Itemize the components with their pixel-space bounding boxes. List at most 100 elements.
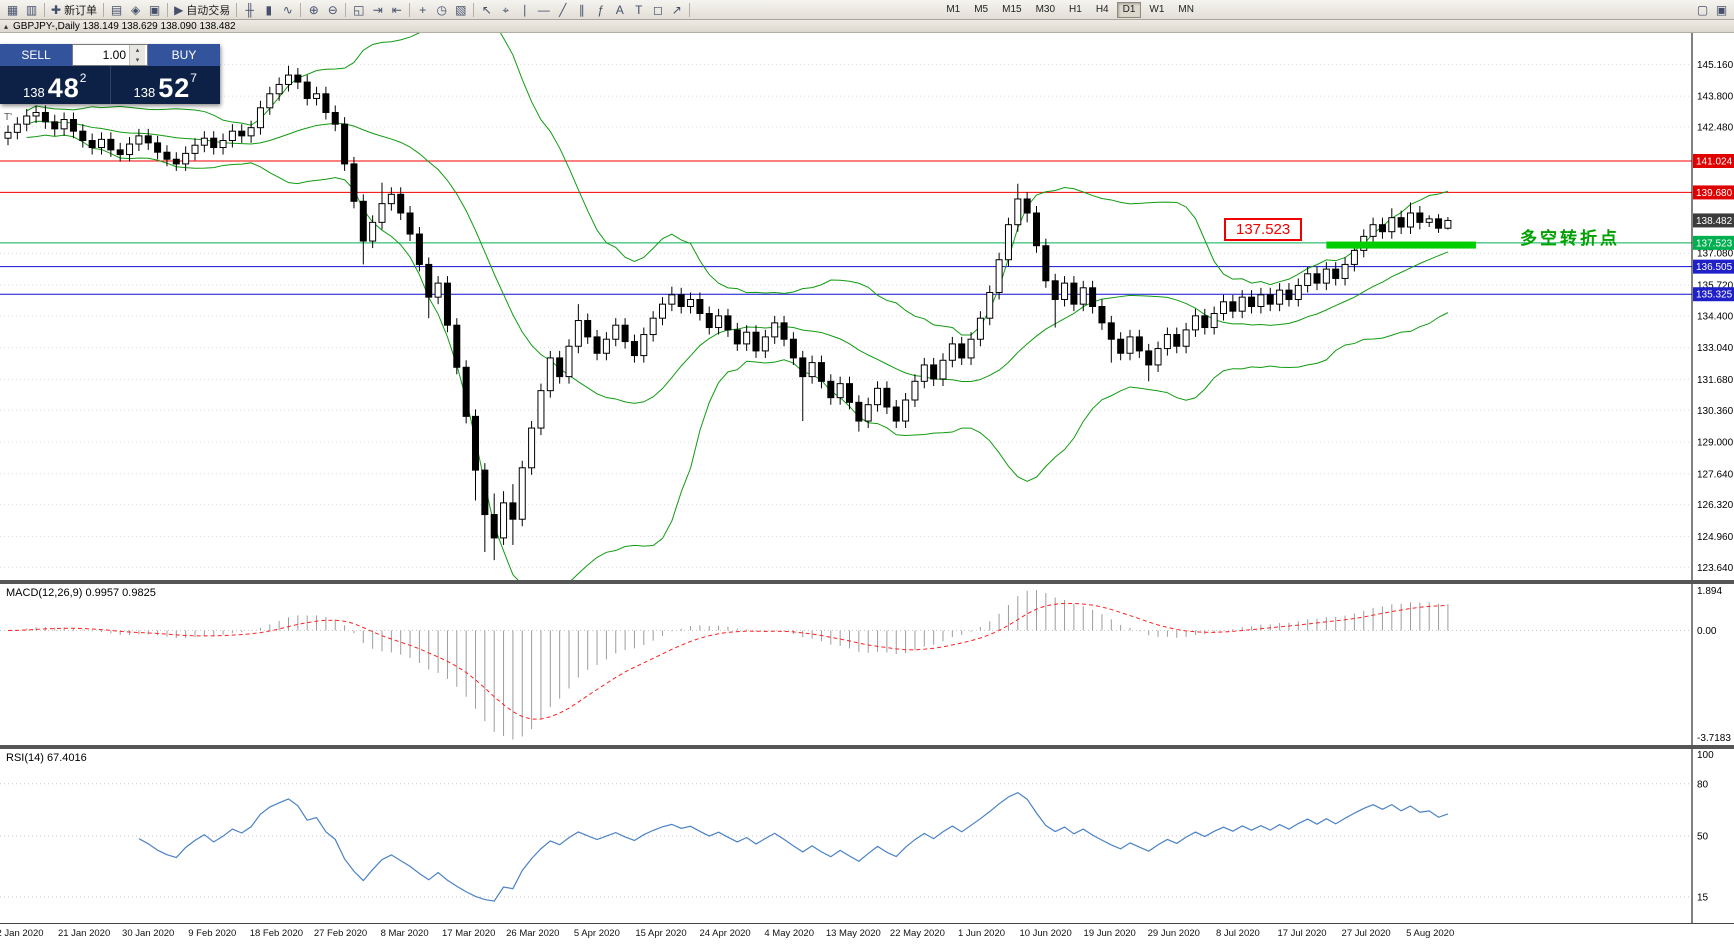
line-chart-icon[interactable]: ∿ — [278, 1, 297, 18]
panel-splitter[interactable] — [0, 745, 1734, 749]
new-window-icon[interactable]: ▢ — [1693, 1, 1712, 18]
auto-scroll-icon[interactable]: ⇥ — [368, 1, 387, 18]
timeframe-button-M30[interactable]: M30 — [1035, 4, 1056, 15]
date-axis[interactable]: 2 Jan 2020 21 Jan 2020 30 Jan 2020 9 Feb 20… — [0, 923, 1734, 947]
buy-price-button[interactable]: 138 52 7 — [111, 66, 221, 104]
timeframe-button-W1[interactable]: W1 — [1149, 4, 1165, 15]
new-order-button: ✚ — [51, 2, 62, 17]
arrows-icon[interactable]: ↗ — [667, 1, 686, 18]
macd-canvas[interactable]: 1.894 0.00 -3.7183 — [0, 584, 1734, 745]
timeframe-button-MN[interactable]: MN — [1178, 4, 1194, 15]
candlestick-series — [4, 65, 1452, 561]
cursor-icon: ↖ — [481, 2, 492, 17]
toolbar-separator — [236, 2, 238, 17]
candles-icon: ▮ — [265, 2, 273, 17]
level-badge-label: 138.482 — [1696, 216, 1733, 227]
indicators-icon[interactable]: + — [413, 1, 432, 18]
one-click-toggle[interactable]: T' — [4, 112, 13, 123]
level-badge — [1693, 287, 1734, 302]
date-label: 2 Jan 2020 — [0, 928, 44, 939]
channel-icon[interactable]: ∥ — [572, 1, 591, 18]
new-chart-icon: ▦ — [6, 2, 19, 17]
chart-titlebar: ▴ GBPJPY-,Daily 138.149 138.629 138.090 … — [0, 20, 1734, 33]
level-badge-label: 141.024 — [1696, 157, 1733, 168]
main-chart-canvas[interactable]: 145.160 143.800 142.480 137.080 135.720 134.4… — [0, 33, 1734, 580]
new-chart-icon[interactable]: ▦ — [3, 1, 22, 18]
date-label: 8 Mar 2020 — [380, 928, 429, 939]
volume-up-button[interactable]: ▴ — [130, 45, 145, 55]
chart-shift-icon: ⇤ — [391, 2, 402, 17]
cursor-icon[interactable]: ↖ — [477, 1, 496, 18]
collapse-chart-icon[interactable]: ▴ — [4, 21, 9, 31]
market-watch-icon: ▤ — [110, 2, 123, 17]
timeframe-button-M5[interactable]: M5 — [974, 4, 989, 15]
new-order-button[interactable]: ✚ 新订单 — [48, 1, 100, 18]
buy-price-pips: 52 — [158, 73, 191, 104]
templates-icon: ▧ — [455, 2, 467, 17]
crosshair-icon[interactable]: ⌖ — [496, 1, 515, 18]
volume-down-button[interactable]: ▾ — [130, 55, 145, 65]
price-tick: 131.680 — [1697, 375, 1734, 386]
buy-button[interactable]: BUY — [148, 44, 220, 66]
trendline-icon[interactable]: ╱ — [553, 1, 572, 18]
label-icon[interactable]: T — [629, 1, 648, 18]
sell-price-button[interactable]: 138 48 2 — [0, 66, 110, 104]
rsi-panel[interactable]: 100 80 50 15 — [0, 749, 1734, 923]
fibonacci-icon[interactable]: ƒ — [591, 1, 610, 18]
autotrade-button: ▶ — [174, 2, 184, 17]
main-chart[interactable]: 145.160 143.800 142.480 137.080 135.720 134.4… — [0, 33, 1734, 580]
sell-button[interactable]: SELL — [0, 44, 72, 66]
date-label: 9 Feb 2020 — [188, 928, 237, 939]
text-icon: A — [615, 2, 624, 17]
date-label: 5 Apr 2020 — [573, 928, 620, 939]
timeframe-button-M1[interactable]: M1 — [946, 4, 961, 15]
macd-tick: -3.7183 — [1697, 733, 1731, 744]
macd-panel[interactable]: 1.894 0.00 -3.7183 — [0, 584, 1734, 745]
zoom-in-icon: ⊕ — [308, 2, 319, 17]
panel-splitter[interactable] — [0, 580, 1734, 584]
tile-windows-icon[interactable]: ◱ — [349, 1, 368, 18]
market-watch-icon[interactable]: ▤ — [107, 1, 126, 18]
periods-icon[interactable]: ◷ — [432, 1, 451, 18]
shapes-icon[interactable]: ◻ — [648, 1, 667, 18]
auto-scroll-icon: ⇥ — [372, 2, 383, 17]
toolbar-separator — [44, 2, 45, 17]
price-tick: 135.720 — [1697, 280, 1734, 291]
vline-icon[interactable]: ∣ — [515, 1, 534, 18]
screenshot-icon[interactable]: ▣ — [1712, 1, 1731, 18]
shapes-icon: ◻ — [652, 2, 663, 17]
price-tick: 145.160 — [1697, 60, 1734, 71]
chart-shift-icon[interactable]: ⇤ — [387, 1, 406, 18]
text-icon[interactable]: A — [610, 1, 629, 18]
hline-icon[interactable]: — — [534, 1, 553, 18]
timeframe-button-H4[interactable]: H4 — [1095, 4, 1109, 15]
rsi-canvas[interactable]: 100 80 50 15 — [0, 749, 1734, 923]
zoom-in-icon[interactable]: ⊕ — [304, 1, 323, 18]
crosshair-icon: ⌖ — [502, 2, 510, 17]
level-badge — [1693, 235, 1734, 250]
price-callout-box[interactable]: 137.523 — [1224, 218, 1303, 241]
bars-icon[interactable]: ╫ — [240, 1, 259, 18]
autotrade-button[interactable]: ▶ 自动交易 — [171, 1, 233, 18]
zoom-out-icon[interactable]: ⊖ — [323, 1, 342, 18]
templates-icon[interactable]: ▧ — [451, 1, 470, 18]
terminal-icon[interactable]: ▣ — [145, 1, 164, 18]
turning-point-annotation[interactable]: 多空转折点 — [1520, 229, 1620, 248]
timeframe-button-D1[interactable]: D1 — [1116, 1, 1142, 18]
price-tick: 124.960 — [1697, 532, 1734, 543]
price-tick: 134.400 — [1697, 311, 1734, 322]
bollinger-middle-band — [26, 120, 1449, 404]
trendline-icon: ╱ — [559, 2, 567, 17]
date-label: 30 Jan 2020 — [122, 928, 175, 939]
profiles-icon[interactable]: ▥ — [22, 1, 41, 18]
price-tick: 129.000 — [1697, 438, 1734, 449]
volume-input[interactable] — [73, 45, 129, 65]
support-zone-highlight[interactable] — [1326, 241, 1476, 249]
timeframe-button-M15[interactable]: M15 — [1002, 4, 1022, 15]
date-label: 8 Jul 2020 — [1215, 928, 1260, 939]
rsi-label: RSI(14) 67.4016 — [6, 752, 87, 764]
navigator-icon[interactable]: ◈ — [126, 1, 145, 18]
candles-icon[interactable]: ▮ — [259, 1, 278, 18]
price-tick: 127.640 — [1697, 469, 1734, 480]
timeframe-button-H1[interactable]: H1 — [1069, 4, 1082, 15]
